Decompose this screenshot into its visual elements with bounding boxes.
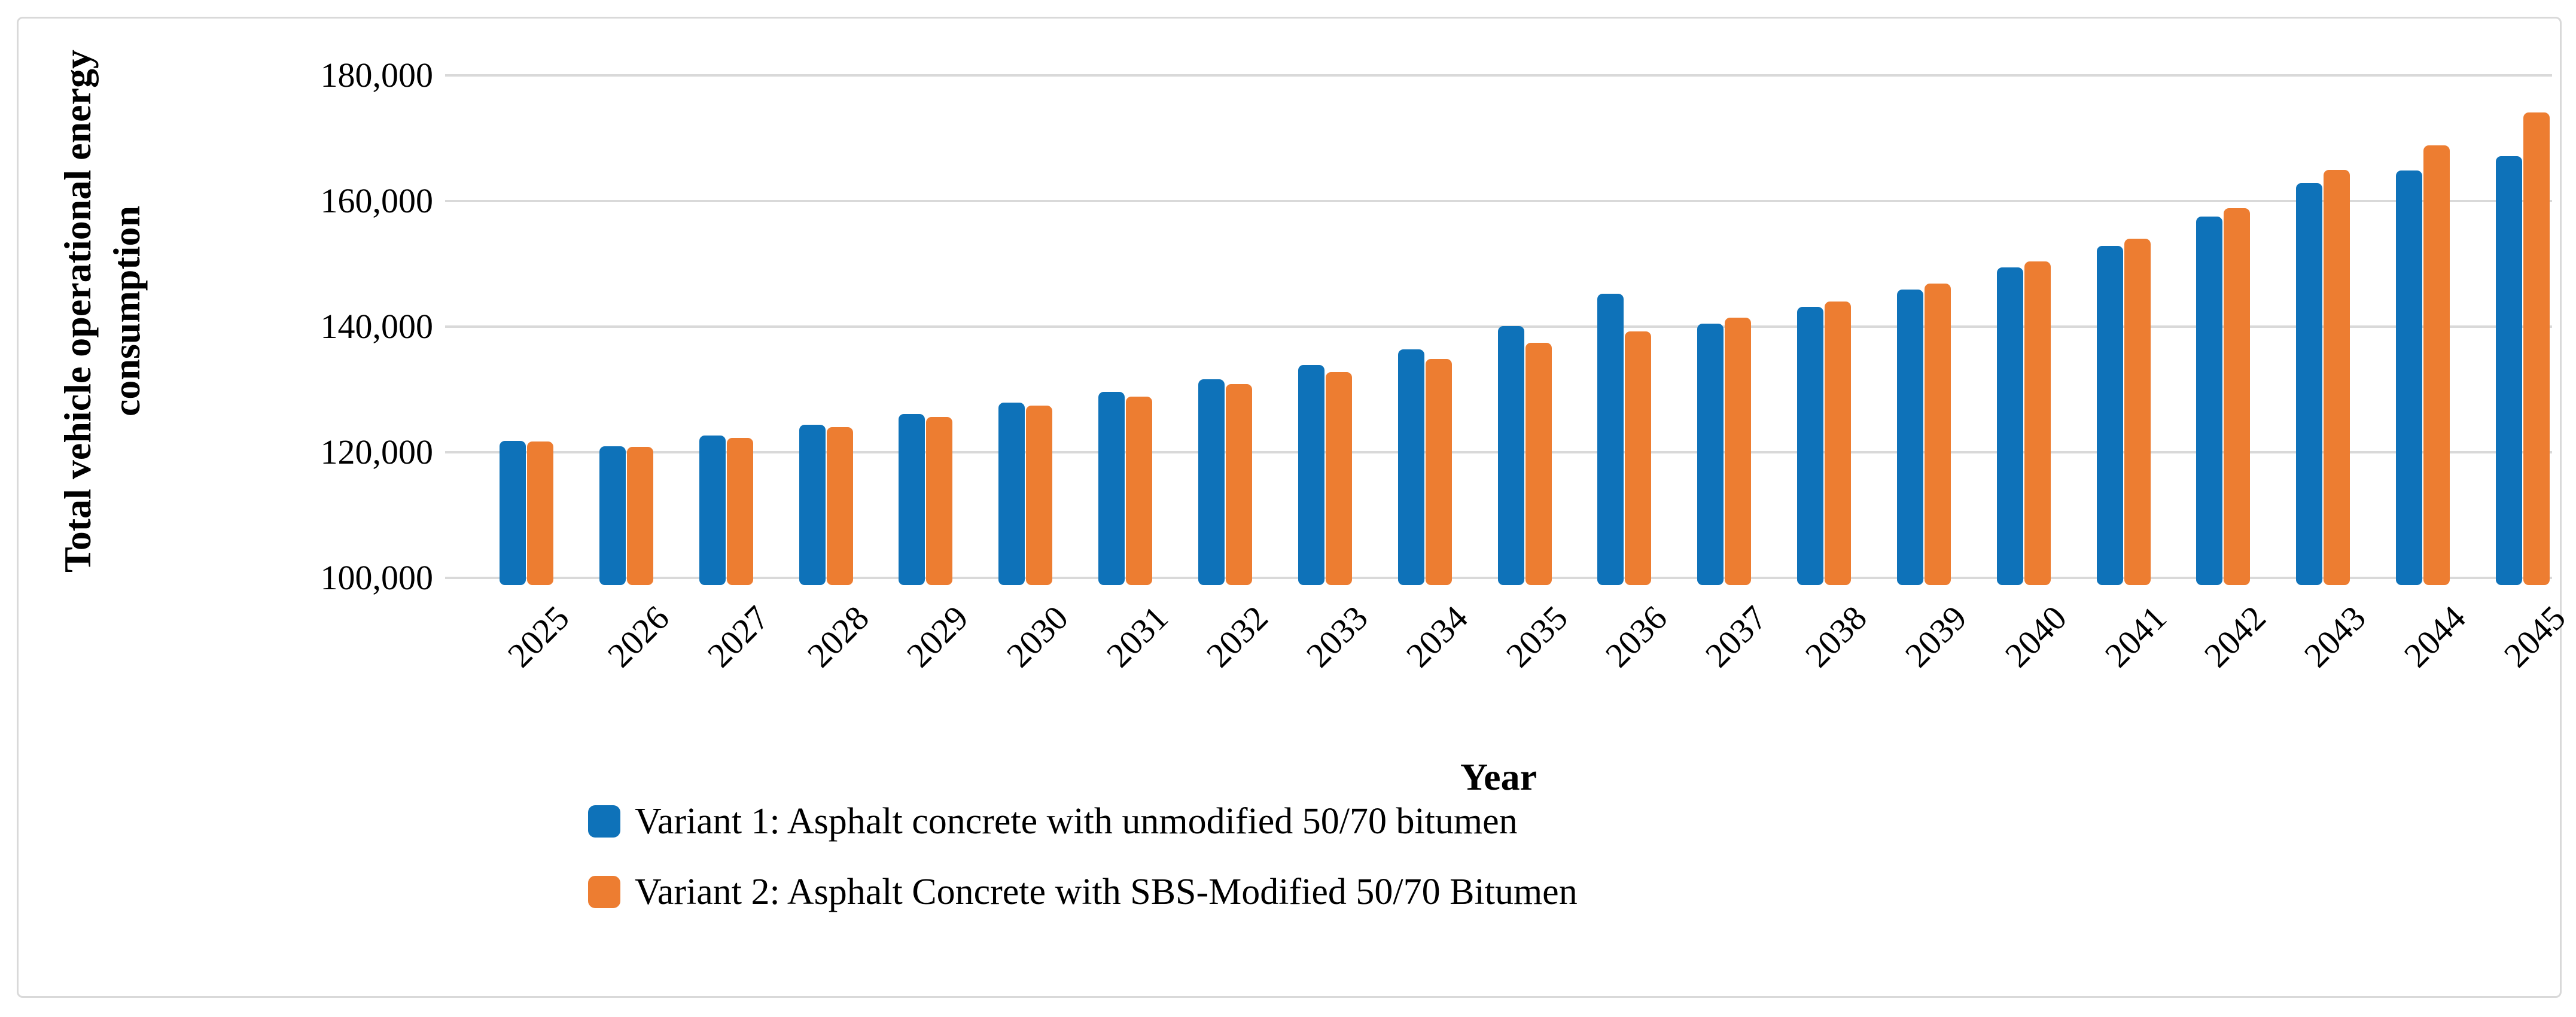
bar-variant2-2035 [1525,343,1552,585]
bar-variant1-2026 [599,446,626,585]
gridline-160,000 [445,200,2552,202]
x-tick-label-2035: 2035 [1498,598,1575,675]
bar-variant2-2033 [1325,372,1352,585]
bar-variant1-2042 [2196,217,2223,585]
gridline-180,000 [445,74,2552,77]
x-tick-label-2045: 2045 [2496,598,2573,675]
y-axis-title-line2: consumption [105,205,148,417]
legend-item-variant1: Variant 1: Asphalt concrete with unmodif… [588,802,1578,841]
bar-variant1-2039 [1896,290,1923,585]
bar-variant1-2028 [799,424,826,585]
bar-variant2-2036 [1625,331,1652,585]
legend: Variant 1: Asphalt concrete with unmodif… [588,802,1578,943]
bar-variant2-2025 [527,441,553,585]
x-tick-label-2028: 2028 [799,598,876,675]
y-axis-title-line1: Total vehicle operational energy [56,50,99,573]
bar-variant1-2030 [998,403,1025,585]
bar-variant1-2045 [2496,156,2522,585]
x-tick-label-2040: 2040 [1997,598,2074,675]
bar-variant1-2040 [1996,267,2023,585]
bar-variant1-2032 [1198,379,1225,585]
x-tick-label-2036: 2036 [1598,598,1675,675]
bar-variant2-2029 [926,417,953,585]
x-tick-label-2037: 2037 [1698,598,1775,675]
x-axis-title: Year [1460,756,1537,798]
x-tick-label-2030: 2030 [999,598,1076,675]
bar-variant1-2036 [1597,294,1624,585]
bar-variant2-2028 [826,427,853,585]
bar-variant1-2038 [1797,307,1824,585]
bar-variant2-2045 [2523,112,2550,585]
bar-variant2-2039 [1924,283,1951,585]
bar-variant1-2037 [1697,323,1724,585]
bar-variant2-2027 [726,437,753,585]
bar-variant2-2034 [1425,358,1452,585]
bar-variant2-2032 [1225,383,1252,585]
bar-variant2-2043 [2324,169,2350,585]
x-tick-label-2044: 2044 [2397,598,2473,675]
y-tick-label-100,000: 100,000 [320,558,434,597]
x-tick-label-2029: 2029 [899,598,976,675]
x-tick-label-2034: 2034 [1398,598,1475,675]
bar-variant2-2026 [626,446,653,585]
x-tick-label-2038: 2038 [1797,598,1874,675]
x-tick-label-2033: 2033 [1298,598,1375,675]
bar-variant1-2031 [1098,392,1125,585]
bar-variant2-2044 [2423,145,2450,585]
x-tick-label-2032: 2032 [1198,598,1275,675]
bar-variant1-2025 [500,441,526,585]
x-tick-label-2041: 2041 [2097,598,2174,675]
y-tick-label-160,000: 160,000 [320,181,434,220]
figure-border [17,17,2562,998]
bar-variant2-2041 [2124,239,2151,585]
x-tick-label-2043: 2043 [2297,598,2374,675]
bar-variant1-2043 [2296,182,2323,585]
bar-variant2-2040 [2024,261,2051,585]
y-tick-label-140,000: 140,000 [320,307,434,346]
bar-variant1-2034 [1397,349,1424,585]
bar-variant2-2030 [1026,406,1053,585]
bar-variant1-2044 [2396,170,2423,585]
x-tick-label-2025: 2025 [500,598,577,675]
x-tick-label-2042: 2042 [2197,598,2274,675]
x-tick-label-2039: 2039 [1897,598,1974,675]
bar-variant2-2031 [1126,396,1153,585]
x-tick-label-2026: 2026 [599,598,677,675]
bar-variant2-2038 [1825,302,1852,585]
x-tick-label-2031: 2031 [1098,598,1176,675]
bar-variant1-2041 [2096,245,2123,585]
gridline-140,000 [445,325,2552,328]
legend-item-variant2: Variant 2: Asphalt Concrete with SBS-Mod… [588,872,1578,912]
bar-variant1-2029 [899,413,925,585]
x-tick-label-2027: 2027 [699,598,777,675]
variant2-legend-label: Variant 2: Asphalt Concrete with SBS-Mod… [635,872,1578,912]
bar-variant2-2037 [1725,318,1752,585]
bar-variant2-2042 [2224,208,2251,585]
variant1-legend-label: Variant 1: Asphalt concrete with unmodif… [635,801,1518,842]
bar-variant1-2035 [1497,325,1524,585]
bar-variant1-2033 [1298,365,1324,585]
y-tick-label-120,000: 120,000 [320,433,434,471]
variant1-legend-marker-icon [588,805,620,838]
bar-variant1-2027 [699,435,726,585]
variant2-legend-marker-icon [588,876,620,908]
y-tick-label-180,000: 180,000 [320,56,434,95]
